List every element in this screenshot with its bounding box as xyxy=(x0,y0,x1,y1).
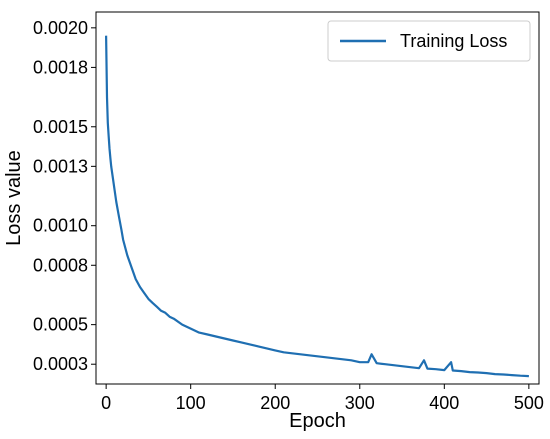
x-tick-label: 100 xyxy=(176,393,206,413)
legend: Training Loss xyxy=(327,20,531,62)
y-axis-label: Loss value xyxy=(3,150,25,246)
x-tick-label: 200 xyxy=(260,393,290,413)
y-axis-ticks: 0.0003 0.0005 0.0008 0.0010 0.0013 0.0015 0.00… xyxy=(33,18,96,374)
y-tick-label: 0.0010 xyxy=(33,216,88,236)
x-axis-label: Epoch xyxy=(289,410,346,432)
legend-box xyxy=(327,20,531,62)
legend-label: Training Loss xyxy=(400,31,507,51)
x-tick-label: 500 xyxy=(514,393,544,413)
training-loss-line xyxy=(105,35,529,378)
y-tick-label: 0.0003 xyxy=(33,354,88,374)
y-tick-label: 0.0020 xyxy=(33,18,88,38)
y-tick-label: 0.0015 xyxy=(33,117,88,137)
plot-area xyxy=(95,11,540,385)
x-tick-label: 0 xyxy=(101,393,111,413)
y-tick-label: 0.0005 xyxy=(33,315,88,335)
y-tick-label: 0.0013 xyxy=(33,156,88,176)
y-tick-label: 0.0008 xyxy=(33,255,88,275)
x-axis-ticks: 0 100 200 300 400 500 xyxy=(101,384,544,413)
x-tick-label: 300 xyxy=(345,393,375,413)
x-tick-label: 400 xyxy=(429,393,459,413)
y-tick-label: 0.0018 xyxy=(33,57,88,77)
